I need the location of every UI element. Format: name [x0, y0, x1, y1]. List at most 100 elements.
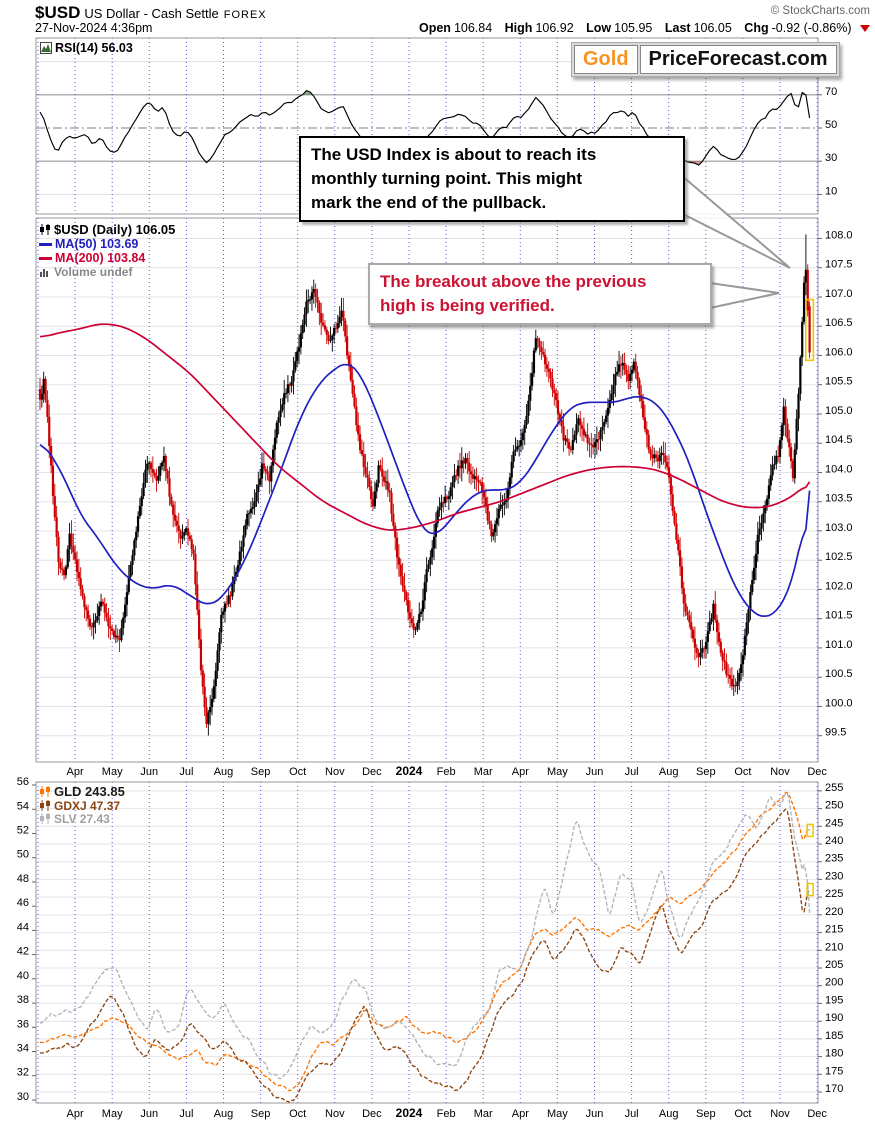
svg-text:Oct: Oct — [734, 766, 751, 778]
change-down-triangle-icon — [860, 25, 870, 32]
exchange-label: FOREX — [223, 9, 267, 21]
svg-text:Aug: Aug — [214, 766, 234, 778]
svg-text:46: 46 — [17, 897, 29, 909]
svg-text:Nov: Nov — [770, 766, 790, 778]
svg-text:44: 44 — [17, 921, 29, 933]
svg-text:215: 215 — [825, 924, 843, 936]
svg-text:Dec: Dec — [807, 1108, 827, 1120]
svg-text:180: 180 — [825, 1048, 843, 1060]
svg-text:34: 34 — [17, 1043, 29, 1055]
datetime-label: 27-Nov-2024 4:36pm — [35, 21, 153, 35]
svg-text:Apr: Apr — [512, 766, 529, 778]
svg-text:99.5: 99.5 — [825, 727, 846, 739]
svg-text:32: 32 — [17, 1067, 29, 1079]
svg-text:40: 40 — [17, 970, 29, 982]
chart-header: $USD US Dollar - Cash Settle FOREX © Stock… — [35, 3, 870, 22]
svg-text:Jun: Jun — [140, 1108, 158, 1120]
svg-text:Dec: Dec — [362, 766, 382, 778]
svg-text:Feb: Feb — [437, 766, 456, 778]
svg-text:May: May — [102, 1108, 123, 1120]
svg-text:Jul: Jul — [179, 766, 193, 778]
high-label: High — [504, 21, 533, 35]
chg-value: -0.92 (-0.86%) — [771, 21, 852, 35]
logo-gold-label: Gold — [574, 45, 638, 74]
svg-text:102.0: 102.0 — [825, 580, 853, 592]
svg-text:Jul: Jul — [625, 1108, 639, 1120]
svg-text:106.0: 106.0 — [825, 347, 853, 359]
svg-text:Mar: Mar — [474, 1108, 493, 1120]
svg-text:225: 225 — [825, 888, 843, 900]
svg-text:Oct: Oct — [734, 1108, 751, 1120]
svg-text:245: 245 — [825, 817, 843, 829]
low-value: 105.95 — [614, 21, 653, 35]
svg-text:255: 255 — [825, 782, 843, 794]
svg-text:Nov: Nov — [325, 766, 345, 778]
svg-text:100.5: 100.5 — [825, 668, 853, 680]
svg-text:220: 220 — [825, 906, 843, 918]
svg-text:104.5: 104.5 — [825, 434, 853, 446]
svg-text:101.5: 101.5 — [825, 610, 853, 622]
svg-text:107.0: 107.0 — [825, 288, 853, 300]
svg-text:48: 48 — [17, 873, 29, 885]
copyright-label: © StockCharts.com — [770, 5, 870, 17]
svg-text:Sep: Sep — [696, 766, 716, 778]
svg-text:70: 70 — [825, 86, 837, 98]
quote-values: Open 106.84 High 106.92 Low 105.95 Last 106.… — [410, 21, 870, 35]
svg-text:May: May — [547, 1108, 568, 1120]
svg-text:10: 10 — [825, 185, 837, 197]
svg-text:56: 56 — [17, 776, 29, 788]
last-label: Last — [664, 21, 691, 35]
svg-text:Apr: Apr — [67, 1108, 84, 1120]
svg-text:30: 30 — [825, 152, 837, 164]
logo-priceforecast-label: PriceForecast.com — [639, 45, 837, 74]
annotation-breakout: The breakout above the previous high is … — [368, 263, 712, 326]
svg-text:Apr: Apr — [512, 1108, 529, 1120]
svg-text:Nov: Nov — [325, 1108, 345, 1120]
svg-text:210: 210 — [825, 941, 843, 953]
symbol-label: $USD — [35, 3, 81, 22]
svg-text:Aug: Aug — [659, 1108, 679, 1120]
svg-text:195: 195 — [825, 994, 843, 1006]
svg-text:250: 250 — [825, 800, 843, 812]
svg-text:230: 230 — [825, 870, 843, 882]
svg-text:175: 175 — [825, 1065, 843, 1077]
open-label: Open — [418, 21, 451, 35]
annotation-turning-point: The USD Index is about to reach its mont… — [299, 136, 685, 223]
svg-text:Oct: Oct — [289, 1108, 306, 1120]
svg-text:102.5: 102.5 — [825, 551, 853, 563]
svg-text:30: 30 — [17, 1091, 29, 1103]
svg-text:103.0: 103.0 — [825, 522, 853, 534]
svg-text:170: 170 — [825, 1083, 843, 1095]
svg-text:185: 185 — [825, 1030, 843, 1042]
goldpriceforecast-logo: Gold PriceForecast.com — [571, 42, 840, 77]
svg-text:107.5: 107.5 — [825, 259, 853, 271]
svg-text:100.0: 100.0 — [825, 697, 853, 709]
open-value: 106.84 — [453, 21, 493, 35]
svg-text:May: May — [547, 766, 568, 778]
svg-text:42: 42 — [17, 946, 29, 958]
svg-text:Aug: Aug — [214, 1108, 234, 1120]
svg-text:50: 50 — [825, 119, 837, 131]
svg-text:Sep: Sep — [251, 1108, 271, 1120]
svg-text:38: 38 — [17, 994, 29, 1006]
last-value: 106.05 — [693, 21, 732, 35]
svg-text:200: 200 — [825, 977, 843, 989]
svg-text:Jun: Jun — [586, 1108, 604, 1120]
svg-text:Dec: Dec — [807, 766, 827, 778]
quote-bar: 27-Nov-2024 4:36pm Open 106.84 High 106.92… — [35, 21, 870, 37]
high-value: 106.92 — [535, 21, 574, 35]
svg-text:Jun: Jun — [140, 766, 158, 778]
svg-text:36: 36 — [17, 1018, 29, 1030]
svg-text:105.0: 105.0 — [825, 405, 853, 417]
svg-text:Sep: Sep — [251, 766, 271, 778]
svg-text:54: 54 — [17, 800, 29, 812]
svg-text:205: 205 — [825, 959, 843, 971]
svg-text:108.0: 108.0 — [825, 230, 853, 242]
svg-text:105.5: 105.5 — [825, 376, 853, 388]
svg-text:2024: 2024 — [396, 764, 423, 778]
svg-text:101.0: 101.0 — [825, 639, 853, 651]
svg-text:Jun: Jun — [586, 766, 604, 778]
svg-text:Jul: Jul — [179, 1108, 193, 1120]
svg-text:235: 235 — [825, 853, 843, 865]
svg-text:106.5: 106.5 — [825, 317, 853, 329]
